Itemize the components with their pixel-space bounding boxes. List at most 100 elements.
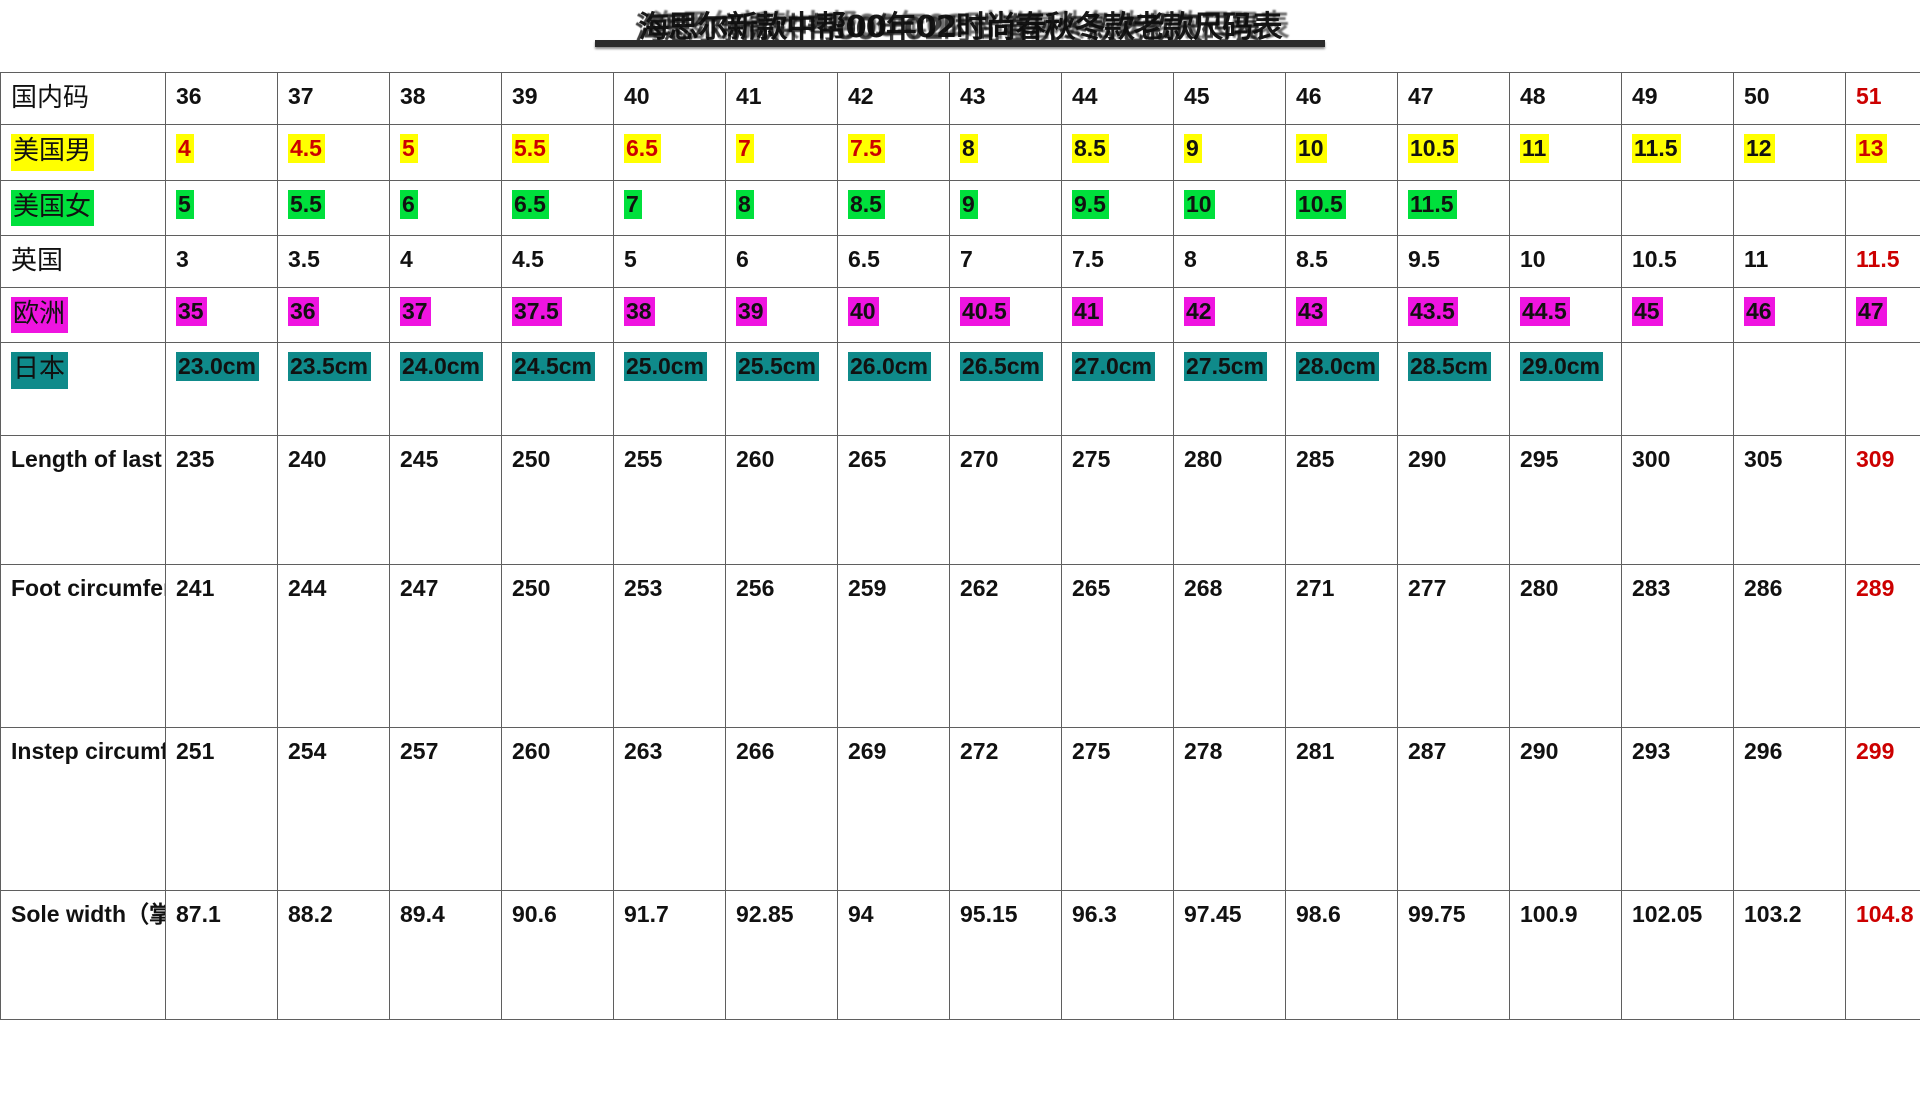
cell-value: 287 (1408, 738, 1447, 765)
cell-36-4: 35 (165, 287, 278, 344)
cell-value: 103.2 (1744, 901, 1802, 928)
cell-value: 43 (1296, 297, 1327, 327)
cell-value: 102.05 (1632, 901, 1703, 928)
cell-39-6: 250 (501, 435, 614, 566)
cell-value: 40 (624, 83, 650, 109)
cell-47-2: 11.5 (1397, 179, 1510, 236)
title-main-layer: 海思尔新款中帮00年02时尚春秋冬款老款尺码表 (638, 10, 1282, 45)
cell-value: 260 (512, 738, 551, 765)
cell-value: 27.5cm (1184, 352, 1268, 382)
cell-41-6: 260 (725, 435, 838, 566)
cell-value: 11.5 (1408, 189, 1457, 219)
cell-value: 90.6 (512, 901, 557, 928)
cell-value: 87.1 (176, 901, 221, 928)
row-label-text: 欧洲 (11, 297, 69, 334)
cell-44-4: 41 (1061, 287, 1174, 344)
cell-value: 40 (848, 297, 879, 327)
cell-value: 280 (1520, 575, 1559, 602)
cell-value: 26.5cm (960, 352, 1044, 382)
cell-43-6: 270 (949, 435, 1062, 566)
cell-value: 10 (1296, 134, 1327, 164)
cell-47-8: 287 (1397, 727, 1510, 892)
cell-43-0: 43 (949, 71, 1062, 126)
cell-value: 38 (400, 83, 426, 109)
cell-value: 37 (288, 83, 314, 109)
cell-value: 92.85 (736, 901, 794, 928)
cell-45-6: 280 (1173, 435, 1286, 566)
cell-value: 280 (1184, 446, 1223, 473)
cell-value: 290 (1408, 446, 1447, 473)
cell-value: 6 (736, 245, 749, 272)
cell-value: 48 (1520, 83, 1546, 109)
cell-44-1: 8.5 (1061, 124, 1174, 181)
cell-41-1: 7 (725, 124, 838, 181)
cell-value: 240 (288, 446, 327, 473)
cell-42-1: 7.5 (837, 124, 950, 181)
cell-44-5: 27.0cm (1061, 342, 1174, 437)
table-row: 英国33.544.5566.577.588.59.51010.51111.512… (0, 234, 1920, 289)
cell-49-4: 45 (1621, 287, 1734, 344)
cell-48-9: 100.9 (1509, 890, 1622, 1021)
cell-36-3: 3 (165, 234, 278, 289)
cell-46-7: 271 (1285, 564, 1398, 729)
cell-49-2 (1621, 179, 1734, 236)
cell-value: 8 (1184, 245, 1197, 272)
table-row: Instep circumference（背围） 251 254 257 260 263 2… (0, 727, 1920, 892)
cell-value: 8 (960, 134, 978, 164)
cell-value: 265 (848, 446, 887, 473)
cell-value: 268 (1184, 575, 1223, 602)
cell-value: 40.5 (960, 297, 1010, 327)
cell-value: 43.5 (1408, 297, 1458, 327)
cell-44-8: 275 (1061, 727, 1174, 892)
table-row: Length of last sole（楦长） 235 240 245 250 255 26… (0, 435, 1920, 566)
cell-40-3: 5 (613, 234, 726, 289)
cell-37-3: 3.5 (277, 234, 390, 289)
cell-value: 8 (736, 189, 754, 219)
cell-38-4: 37 (389, 287, 502, 344)
cell-47-4: 43.5 (1397, 287, 1510, 344)
cell-40-7: 253 (613, 564, 726, 729)
cell-value: 89.4 (400, 901, 445, 928)
cell-value: 286 (1744, 575, 1783, 602)
table-row: 美国男44.555.56.577.588.591010.51111.512131… (0, 124, 1920, 181)
cell-50-3: 11 (1733, 234, 1846, 289)
cell-value: 47 (1408, 83, 1434, 109)
cell-value: 9 (960, 189, 978, 219)
cell-value: 272 (960, 738, 999, 765)
cell-value: 6 (400, 189, 418, 219)
cell-37-5: 23.5cm (277, 342, 390, 437)
cell-43-1: 8 (949, 124, 1062, 181)
cell-value: 38 (624, 297, 655, 327)
cell-value: 281 (1296, 738, 1335, 765)
cell-46-6: 285 (1285, 435, 1398, 566)
cell-45-7: 268 (1173, 564, 1286, 729)
cell-value: 254 (288, 738, 327, 765)
cell-43-9: 95.15 (949, 890, 1062, 1021)
cell-value: 99.75 (1408, 901, 1466, 928)
cell-43-5: 26.5cm (949, 342, 1062, 437)
cell-36-2: 5 (165, 179, 278, 236)
cell-37-9: 88.2 (277, 890, 390, 1021)
cell-40-0: 40 (613, 71, 726, 126)
row-label-length-of-last-sole: Length of last sole（楦长） (0, 435, 166, 566)
title-overlap-stack: 海思尔新款中帮00年02时尚春秋冬款老款尺码表 海思尔新款中帮00年02时尚春秋… (560, 0, 1360, 50)
cell-value: 263 (624, 738, 663, 765)
cell-value: 51 (1856, 83, 1882, 109)
cell-47-1: 10.5 (1397, 124, 1510, 181)
cell-46-2: 10.5 (1285, 179, 1398, 236)
cell-49-0: 49 (1621, 71, 1734, 126)
cell-36-6: 235 (165, 435, 278, 566)
cell-value: 5 (624, 245, 637, 272)
cell-50-1: 12 (1733, 124, 1846, 181)
cell-value: 88.2 (288, 901, 333, 928)
row-label-row: 日本 (0, 342, 166, 437)
cell-44-3: 7.5 (1061, 234, 1174, 289)
cell-value: 23.0cm (176, 352, 260, 382)
cell-value: 37 (400, 297, 431, 327)
cell-value: 309 (1856, 446, 1895, 473)
cell-value: 283 (1632, 575, 1671, 602)
cell-value: 7 (960, 245, 973, 272)
cell-49-6: 300 (1621, 435, 1734, 566)
cell-41-0: 41 (725, 71, 838, 126)
row-label-row: 欧洲 (0, 287, 166, 344)
